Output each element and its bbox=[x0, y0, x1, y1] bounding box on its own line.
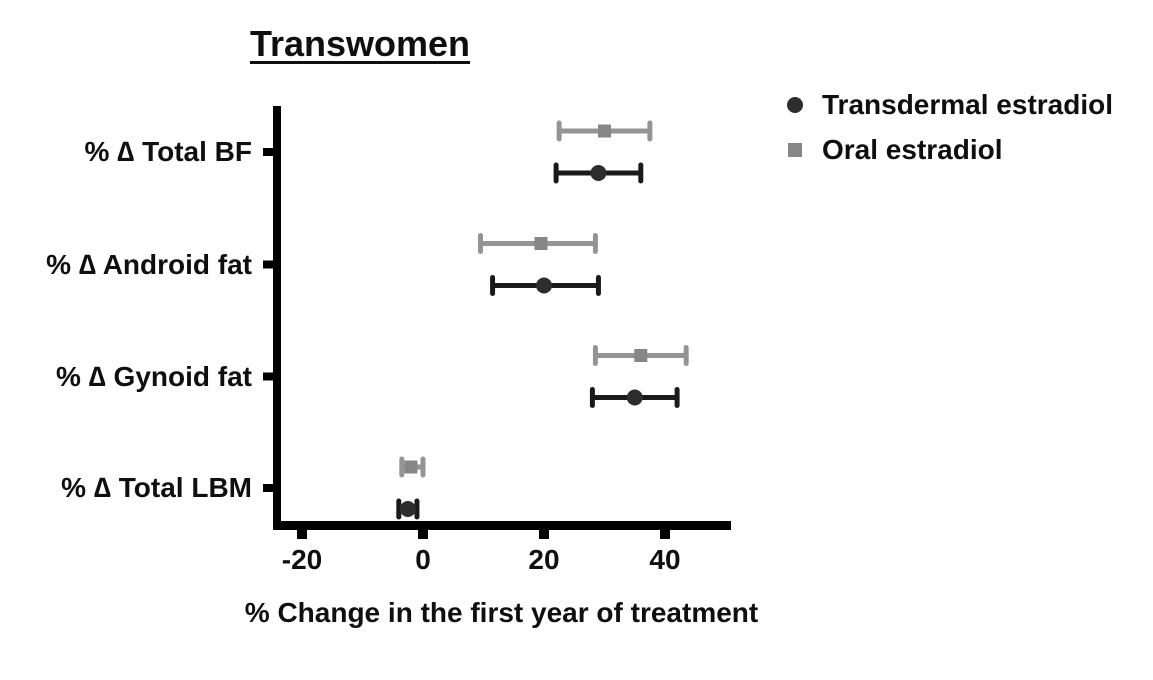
error-bar-oral bbox=[399, 456, 426, 478]
error-bar-oral bbox=[592, 345, 689, 366]
marker-square-icon bbox=[534, 237, 548, 250]
error-bar-transdermal bbox=[490, 275, 601, 296]
marker-circle-icon bbox=[626, 389, 643, 406]
legend-square-icon bbox=[788, 143, 802, 157]
error-bar-transdermal bbox=[553, 162, 644, 184]
marker-square-icon bbox=[634, 349, 648, 362]
legend: Transdermal estradiol Oral estradiol bbox=[787, 89, 1113, 179]
chart-title: Transwomen bbox=[249, 23, 471, 64]
y-axis-tick bbox=[263, 372, 273, 381]
y-axis-tick bbox=[263, 484, 273, 492]
x-tick-label: 0 bbox=[415, 544, 431, 575]
x-axis-tick bbox=[660, 530, 670, 539]
x-axis-tick bbox=[297, 530, 307, 539]
x-axis-spine bbox=[273, 521, 731, 530]
x-axis-tick bbox=[418, 530, 428, 539]
x-tick-label: 20 bbox=[528, 544, 560, 575]
legend-item: Oral estradiol bbox=[787, 134, 1113, 166]
marker-circle-icon bbox=[536, 277, 552, 294]
y-axis-tick bbox=[263, 148, 273, 156]
marker-square-icon bbox=[404, 460, 418, 474]
y-category-label: % ∆ Gynoid fat bbox=[55, 360, 252, 392]
error-bar-oral bbox=[477, 233, 598, 254]
legend-circle-icon bbox=[787, 97, 803, 113]
x-axis-title: % Change in the first year of treatment bbox=[244, 597, 759, 628]
x-axis-tick bbox=[539, 530, 549, 539]
y-category-label: % ∆ Total BF bbox=[84, 136, 253, 167]
error-bar-oral bbox=[556, 120, 653, 142]
legend-item: Transdermal estradiol bbox=[787, 89, 1113, 121]
error-bar-transdermal bbox=[589, 387, 680, 408]
x-tick-label: -20 bbox=[281, 544, 323, 575]
legend-label: Oral estradiol bbox=[822, 134, 1003, 165]
y-axis-spine bbox=[273, 106, 281, 530]
marker-circle-icon bbox=[590, 165, 607, 181]
legend-label: Transdermal estradiol bbox=[822, 89, 1114, 120]
error-bar-transdermal bbox=[396, 498, 420, 520]
y-category-label: % ∆ Total LBM bbox=[61, 472, 252, 503]
marker-circle-icon bbox=[399, 501, 416, 517]
y-category-label: % ∆ Android fat bbox=[46, 248, 252, 280]
y-axis-tick bbox=[263, 260, 273, 269]
marker-square-icon bbox=[598, 124, 611, 138]
x-tick-label: 40 bbox=[649, 544, 681, 575]
